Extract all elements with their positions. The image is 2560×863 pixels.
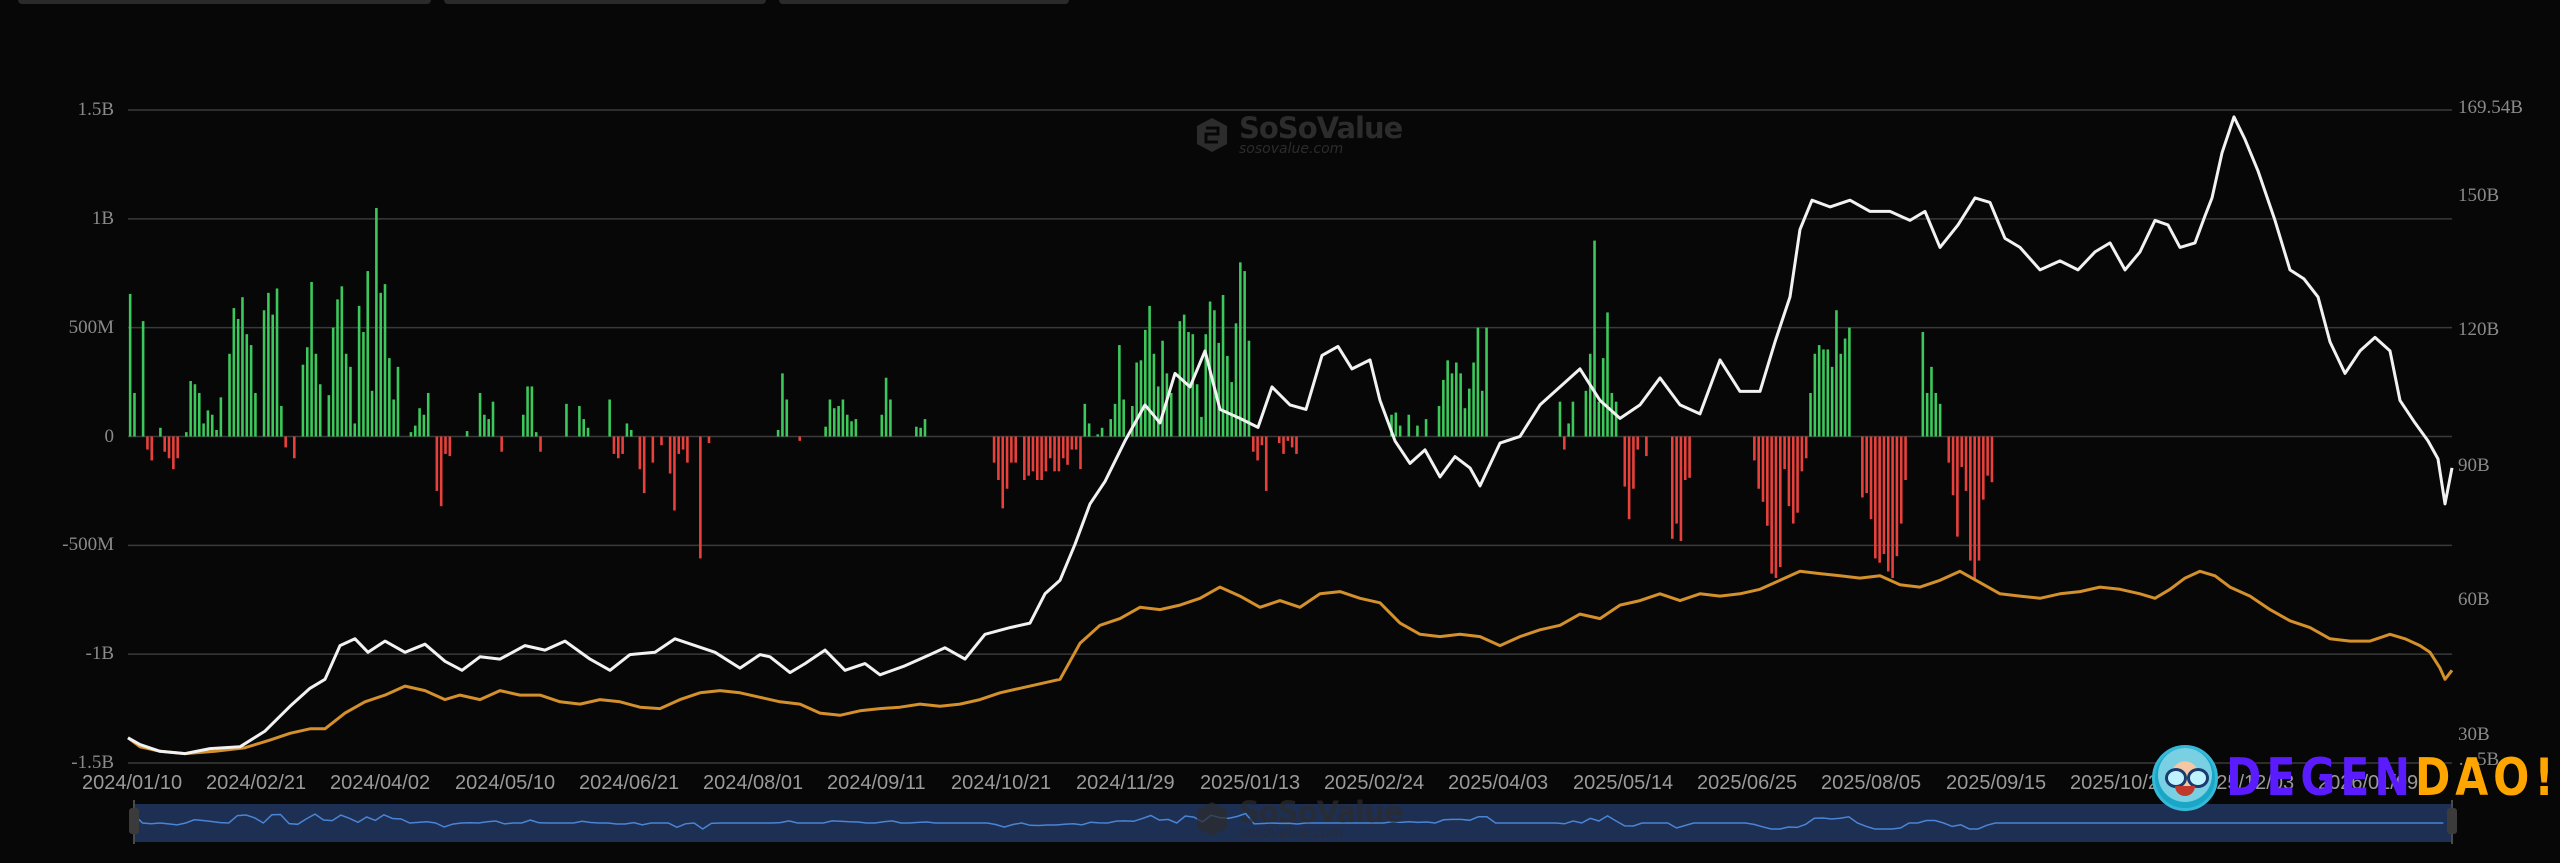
x-axis-tick: 2024/05/10 [455,772,556,794]
sosovalue-watermark-slider: SoSoValue sosovalue.com [1195,795,1403,841]
left-axis-tick: -1.5B [71,752,114,773]
x-axis-tick: 2025/06/25 [1697,772,1798,794]
left-axis-tick: 1B [91,207,114,229]
sosovalue-cube-icon [1197,802,1227,836]
x-axis-tick: 2025/08/05 [1821,772,1922,794]
slider-handle-left[interactable] [128,800,140,844]
sosovalue-watermark: SoSoValue sosovalue.com [1195,111,1403,157]
right-axis-tick: 120B [2458,319,2500,340]
gridlines [128,109,2452,764]
right-axis-tick: 30B [2458,724,2490,745]
x-axis-tick: 2024/11/29 [1076,772,1175,794]
degendao-wordmark: DEGENDAO! [2226,750,2559,806]
degendao-logo: DEGENDAO! [2152,745,2560,811]
x-axis-tick: 2025/10/2 [2070,772,2159,794]
slider-preview-line [133,812,2444,830]
watermark-url: sosovalue.com [1239,825,1344,841]
left-axis-tick: 1.5B [77,99,114,120]
watermark-name: SoSoValue [1239,111,1403,145]
slider-handle-right[interactable] [2446,800,2458,844]
x-axis-tick: 2024/02/21 [206,772,307,794]
right-axis-tick: 90B [2458,455,2490,476]
logo-dao: DAO! [2414,748,2559,808]
right-axis-tick: …5B [2458,749,2500,770]
x-axis-tick: 2025/04/03 [1448,772,1549,794]
left-axis-tick: 500M [68,316,114,338]
left-axis-tick: -500M [62,534,114,556]
top-tab-1[interactable] [17,0,432,4]
date-range-slider[interactable] [133,804,2452,842]
x-axis-tick: 2025/01/13 [1200,772,1301,794]
right-axis-tick: 150B [2458,185,2500,206]
logo-degen: DEGEN [2226,748,2415,808]
top-tab-3[interactable] [778,0,1070,4]
x-axis-tick: 2025/12/03 [2194,772,2295,794]
x-axis-tick: 2026/01/09 [2318,772,2419,794]
sosovalue-cube-icon [1197,118,1227,152]
x-axis-tick: 2024/04/02 [330,772,431,794]
x-axis-tick: 2025/09/15 [1946,772,2047,794]
x-axis-tick: 2025/02/24 [1324,772,1425,794]
total-net-assets-line [127,115,2454,756]
right-axis-tick: 60B [2458,589,2490,610]
watermark-name: SoSoValue [1239,795,1403,829]
left-axis-tick: -1B [85,643,115,665]
x-axis-tick: 2024/01/10 [82,772,183,794]
scientist-avatar-icon [2152,745,2218,811]
watermark-url: sosovalue.com [1239,141,1344,157]
right-axis-tick: 169.54B [2458,97,2523,118]
cumulative-inflow-line [127,569,2454,756]
top-tab-2[interactable] [444,0,766,4]
left-axis-tick: 0 [104,425,115,447]
x-axis-tick: 2024/09/11 [827,772,926,794]
x-axis-tick: 2024/08/01 [703,772,804,794]
x-axis-tick: 2025/05/14 [1573,772,1674,794]
x-axis-tick: 2024/10/21 [951,772,1052,794]
daily-net-inflow-bars [128,207,1994,581]
x-axis-tick: 2024/06/21 [579,772,680,794]
